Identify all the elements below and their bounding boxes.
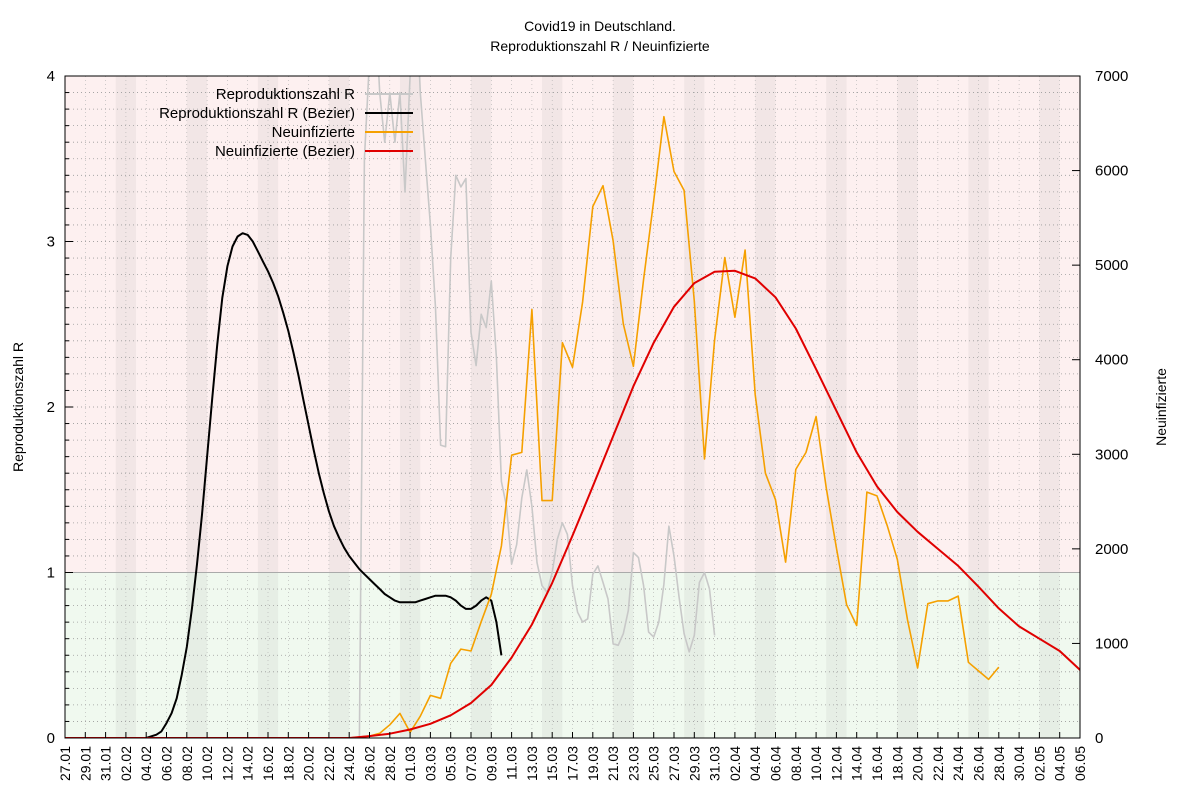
- x-tick-label: 08.02: [179, 746, 195, 781]
- x-tick-label: 27.01: [57, 746, 73, 781]
- x-tick-label: 04.05: [1052, 746, 1068, 781]
- x-tick-label: 02.05: [1031, 746, 1047, 781]
- chart-title-line-2: Reproduktionszahl R / Neuinfizierte: [490, 38, 710, 54]
- x-tick-label: 18.04: [889, 746, 905, 781]
- legend-label: Reproduktionszahl R: [216, 86, 355, 103]
- x-tick-label: 07.03: [463, 746, 479, 781]
- series-group-3: [65, 269, 1080, 738]
- x-tick-label: 22.02: [321, 746, 337, 781]
- x-tick-label: 28.04: [991, 746, 1007, 781]
- y-left-tick-label: 0: [47, 730, 55, 747]
- x-tick-label: 26.04: [971, 746, 987, 781]
- x-tick-label: 11.03: [504, 746, 520, 780]
- y-left-tick-label: 4: [47, 68, 55, 85]
- x-tick-label: 20.04: [910, 746, 926, 781]
- x-tick-label: 26.02: [362, 746, 378, 781]
- x-tick-label: 24.02: [341, 746, 357, 781]
- x-tick-label: 21.03: [605, 746, 621, 781]
- legend: Reproduktionszahl R Reproduktionszahl R (…: [159, 86, 413, 160]
- x-tick-label: 04.04: [747, 746, 763, 781]
- x-tick-label: 30.04: [1011, 746, 1027, 781]
- y-right-tick-label: 2000: [1095, 541, 1128, 558]
- x-tick-label: 19.03: [585, 746, 601, 781]
- y-right-tick-label: 6000: [1095, 163, 1128, 180]
- x-tick-label: 12.02: [219, 746, 235, 781]
- x-tick-label: 08.04: [788, 746, 804, 781]
- x-tick-label: 12.04: [828, 746, 844, 781]
- series-group-1: [65, 232, 503, 738]
- weekend-band: [328, 76, 350, 738]
- chart-title-line-1: Covid19 in Deutschland.: [524, 18, 676, 34]
- x-tick-label: 23.03: [625, 746, 641, 781]
- x-tick-label: 24.04: [950, 746, 966, 781]
- x-tick-label: 03.03: [422, 746, 438, 781]
- weekend-band: [613, 76, 634, 738]
- x-tick-label: 29.01: [77, 746, 93, 781]
- axes: 0 1 2 3 4 Reproduktionszahl R 0 1000 2000 3000 400…: [10, 68, 1169, 781]
- x-tick-label: 25.03: [646, 746, 662, 781]
- series-line-0: [358, 76, 716, 738]
- x-tick-label: 17.03: [565, 746, 581, 781]
- y-left-axis-label: Reproduktionszahl R: [10, 342, 26, 472]
- y-left-tick-label: 3: [47, 234, 55, 251]
- x-tick-label: 02.04: [727, 746, 743, 781]
- y-left-tick-label: 2: [47, 399, 55, 416]
- series-group-2: [65, 115, 1000, 738]
- x-tick-label: 02.02: [118, 746, 134, 781]
- x-tick-label: 20.02: [301, 746, 317, 781]
- x-tick-label: 05.03: [443, 746, 459, 781]
- x-tick-label: 06.05: [1072, 746, 1088, 781]
- y-right-tick-label: 7000: [1095, 68, 1128, 85]
- x-tick-label: 16.04: [869, 746, 885, 781]
- x-tick-label: 14.04: [849, 746, 865, 781]
- x-tick-label: 06.02: [159, 746, 175, 781]
- weekend-band: [897, 76, 918, 738]
- weekend-band: [257, 76, 279, 738]
- y-right-tick-label: 1000: [1095, 635, 1128, 652]
- series-group-0: [358, 76, 716, 738]
- y-right-tick-label: 0: [1095, 730, 1103, 747]
- x-tick-label: 10.02: [199, 746, 215, 781]
- x-tick-label: 27.03: [666, 746, 682, 781]
- x-tick-label: 10.04: [808, 746, 824, 781]
- y-right-tick-label: 3000: [1095, 446, 1128, 463]
- x-tick-label: 31.03: [707, 746, 723, 781]
- x-tick-label: 13.03: [524, 746, 540, 781]
- x-tick-label: 22.04: [930, 746, 946, 781]
- x-tick-label: 31.01: [98, 746, 114, 781]
- y-right-tick-label: 5000: [1095, 257, 1128, 274]
- legend-label: Neuinfizierte: [272, 124, 355, 141]
- y-right-axis-label: Neuinfizierte: [1153, 368, 1169, 446]
- x-tick-label: 04.02: [138, 746, 154, 781]
- x-tick-label: 06.04: [768, 746, 784, 781]
- x-tick-label: 09.03: [483, 746, 499, 781]
- series-line-3: [65, 269, 1080, 738]
- legend-label: Neuinfizierte (Bezier): [215, 143, 355, 160]
- y-right-tick-label: 4000: [1095, 352, 1128, 369]
- x-tick-label: 16.02: [260, 746, 276, 781]
- x-tick-label: 29.03: [686, 746, 702, 781]
- x-tick-label: 01.03: [402, 746, 418, 781]
- x-tick-label: 15.03: [544, 746, 560, 781]
- grid-lines: [65, 76, 1080, 738]
- series-layer: [65, 76, 1080, 738]
- x-tick-label: 18.02: [280, 746, 296, 781]
- x-tick-label: 28.02: [382, 746, 398, 781]
- series-line-1: [65, 232, 503, 738]
- y-left-tick-label: 1: [47, 565, 55, 582]
- x-tick-label: 14.02: [240, 746, 256, 781]
- legend-label: Reproduktionszahl R (Bezier): [159, 105, 355, 122]
- series-line-2: [65, 115, 1000, 738]
